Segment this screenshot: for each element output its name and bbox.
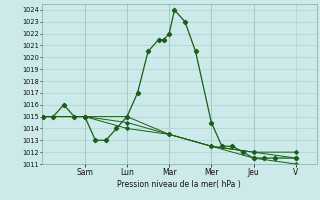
X-axis label: Pression niveau de la mer( hPa ): Pression niveau de la mer( hPa )	[117, 180, 241, 189]
